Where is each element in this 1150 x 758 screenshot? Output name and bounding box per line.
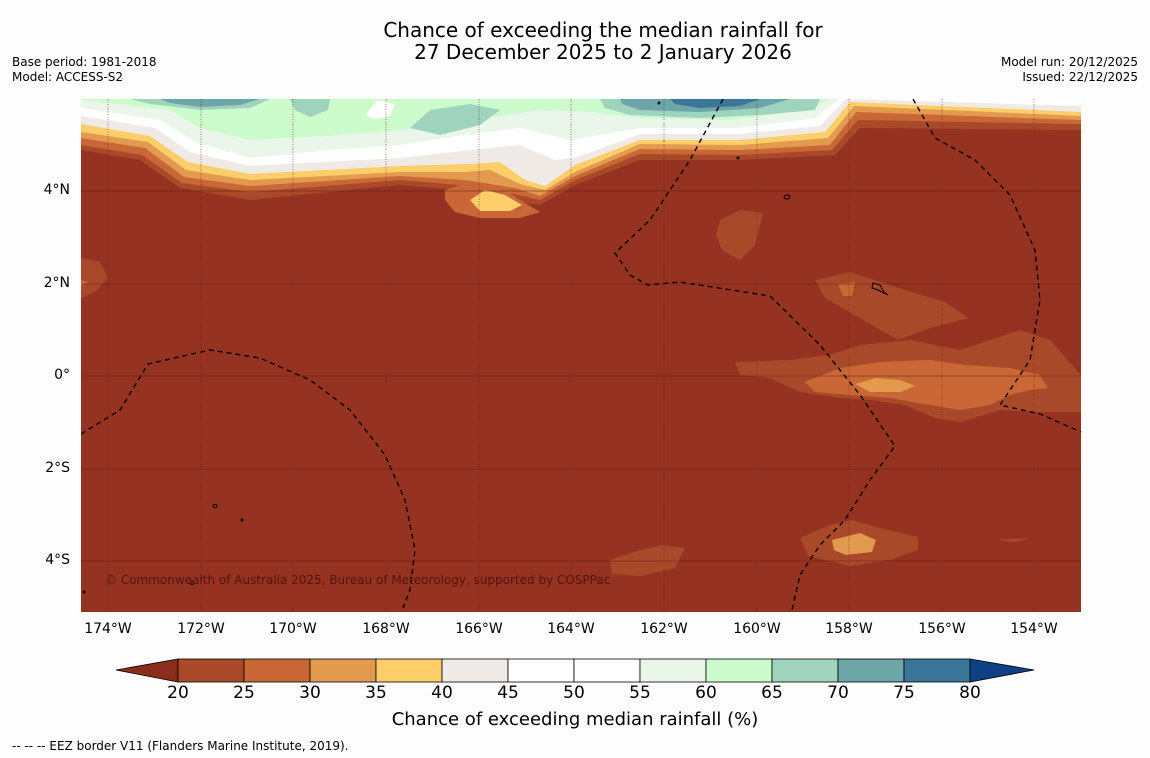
colorbar-tick: 80: [959, 683, 981, 703]
islands: [82, 101, 889, 594]
colorbar-tick: 75: [893, 683, 915, 703]
colorbar-tick: 60: [695, 683, 717, 703]
colorbar: [115, 658, 1035, 683]
map-title: Chance of exceeding the median rainfall …: [0, 19, 1150, 63]
lon-label-168w: 168°W: [362, 621, 410, 637]
colorbar-tick: 30: [299, 683, 321, 703]
colorbar-tick: 50: [563, 683, 585, 703]
colorbar-tick: 45: [497, 683, 519, 703]
lat-label-4n: 4°N: [43, 182, 70, 198]
colorbar-extend-low: [115, 658, 179, 683]
lon-label-172w: 172°W: [177, 621, 225, 637]
colorbar-tick: 55: [629, 683, 651, 703]
run-info: Model run: 20/12/2025 Issued: 22/12/2025: [1001, 55, 1138, 85]
island-marker: [783, 194, 791, 200]
colorbar-tick: 70: [827, 683, 849, 703]
contour-patch-20-25-g: [995, 538, 1030, 542]
contour-band-70-75-a: [160, 99, 260, 107]
contour-white-patch: [365, 100, 395, 119]
title-line-1: Chance of exceeding the median rainfall …: [383, 18, 823, 42]
base-period: Base period: 1981-2018: [12, 55, 157, 69]
lon-label-154w: 154°W: [1010, 621, 1058, 637]
lon-label-170w: 170°W: [269, 621, 317, 637]
lat-label-4s: 4°S: [45, 552, 70, 568]
issued-date: Issued: 22/12/2025: [1022, 70, 1138, 84]
island-marker: [82, 590, 86, 594]
eez-footnote: -- -- -- EEZ border V11 (Flanders Marine…: [12, 739, 349, 753]
colorbar-segment-65-70: [771, 658, 839, 683]
eez-border-line-islands: [614, 99, 896, 611]
eez-borders: [81, 99, 1081, 611]
colorbar-segment-75-80: [903, 658, 971, 683]
colorbar-tick: 20: [167, 683, 189, 703]
lon-label-166w: 166°W: [455, 621, 503, 637]
island-kiritimati: [871, 282, 889, 296]
eez-border-east: [912, 99, 1081, 433]
title-line-2: 27 December 2025 to 2 January 2026: [414, 40, 792, 64]
contour-patch-20-25-a: [716, 210, 763, 260]
colorbar-tick: 35: [365, 683, 387, 703]
lon-label-162w: 162°W: [640, 621, 688, 637]
lat-label-2s: 2°S: [45, 460, 70, 476]
colorbar-label: Chance of exceeding median rainfall (%): [391, 709, 759, 730]
lon-label-160w: 160°W: [733, 621, 781, 637]
copyright-notice: © Commonwealth of Australia 2025, Bureau…: [105, 573, 610, 587]
contour-patch-30-35-b: [832, 533, 876, 555]
colorbar-tick: 40: [431, 683, 453, 703]
colorbar-segment-55-60: [639, 658, 707, 683]
colorbar-segment-45-50: [507, 658, 575, 683]
island-marker: [212, 504, 218, 508]
colorbar-segment-50-55: [573, 658, 641, 683]
colorbar-tick: 65: [761, 683, 783, 703]
lon-label-174w: 174°W: [84, 621, 132, 637]
contour-patch-20-25-b: [81, 258, 108, 298]
rainfall-probability-field: [81, 99, 1081, 612]
colorbar-segment-60-65: [705, 658, 773, 683]
lon-label-164w: 164°W: [547, 621, 595, 637]
island-marker: [190, 581, 194, 585]
contour-patch-30-35-a: [855, 378, 915, 392]
contour-band-65-70-b: [290, 99, 330, 117]
island-marker: [240, 518, 244, 522]
model-run: Model run: 20/12/2025: [1000, 55, 1138, 69]
lon-label-158w: 158°W: [825, 621, 873, 637]
colorbar-segment-70-75: [837, 658, 905, 683]
colorbar-segment-25-30: [243, 658, 311, 683]
model-info: Base period: 1981-2018 Model: ACCESS-S2: [12, 55, 157, 85]
lat-label-0: 0°: [54, 367, 70, 383]
lon-label-156w: 156°W: [918, 621, 966, 637]
colorbar-segment-35-40: [375, 658, 443, 683]
colorbar-extend-high: [969, 658, 1035, 683]
island-marker: [736, 156, 740, 160]
contour-patch-25-30-a: [838, 282, 855, 296]
contour-patch-coastal-yellow: [470, 190, 522, 211]
lat-label-2n: 2°N: [43, 275, 70, 291]
colorbar-tick: 25: [233, 683, 255, 703]
colorbar-segment-30-35: [309, 658, 377, 683]
contour-patch-25-30-b: [805, 360, 1048, 410]
eez-border-kiribati-west: [81, 349, 416, 609]
contour-band-75-80: [670, 99, 760, 108]
contour-patch-20-25-f: [610, 545, 685, 576]
contour-band-65-70-c: [410, 104, 500, 135]
graticule: [81, 99, 1081, 612]
colorbar-segment-20-25: [177, 658, 245, 683]
colorbar-segment-40-45: [441, 658, 509, 683]
contour-patch-25-30-c: [81, 280, 88, 286]
model-name: Model: ACCESS-S2: [12, 70, 124, 84]
island-marker: [657, 101, 661, 105]
